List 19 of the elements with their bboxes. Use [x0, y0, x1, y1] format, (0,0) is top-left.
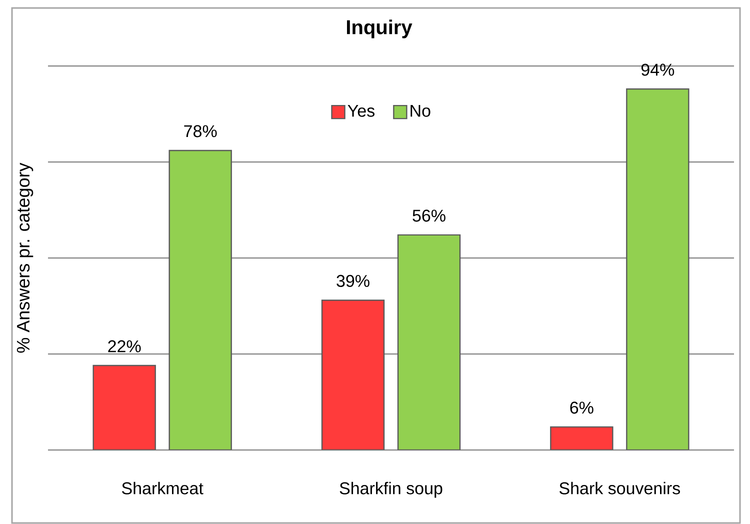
- data-label: 6%: [570, 402, 594, 414]
- data-label: 39%: [336, 274, 370, 287]
- x-tick-label: Sharkmeat: [122, 482, 204, 494]
- x-tick-label: Shark souvenirs: [559, 482, 680, 494]
- bar: [550, 426, 614, 450]
- bar: [626, 88, 690, 450]
- data-label: 78%: [184, 125, 217, 138]
- legend-label: No: [410, 104, 430, 117]
- data-label: 22%: [108, 340, 141, 352]
- data-label: 56%: [412, 210, 446, 222]
- data-label: 94%: [641, 64, 674, 76]
- bar: [397, 234, 461, 450]
- legend-label: Yes: [348, 104, 374, 117]
- bar: [168, 150, 232, 450]
- bar: [92, 364, 156, 450]
- chart-title: Inquiry: [347, 20, 412, 38]
- y-axis-title: % Answers pr. category: [16, 162, 34, 353]
- bar: [321, 300, 385, 450]
- x-tick-label: Sharkfin soup: [340, 482, 442, 498]
